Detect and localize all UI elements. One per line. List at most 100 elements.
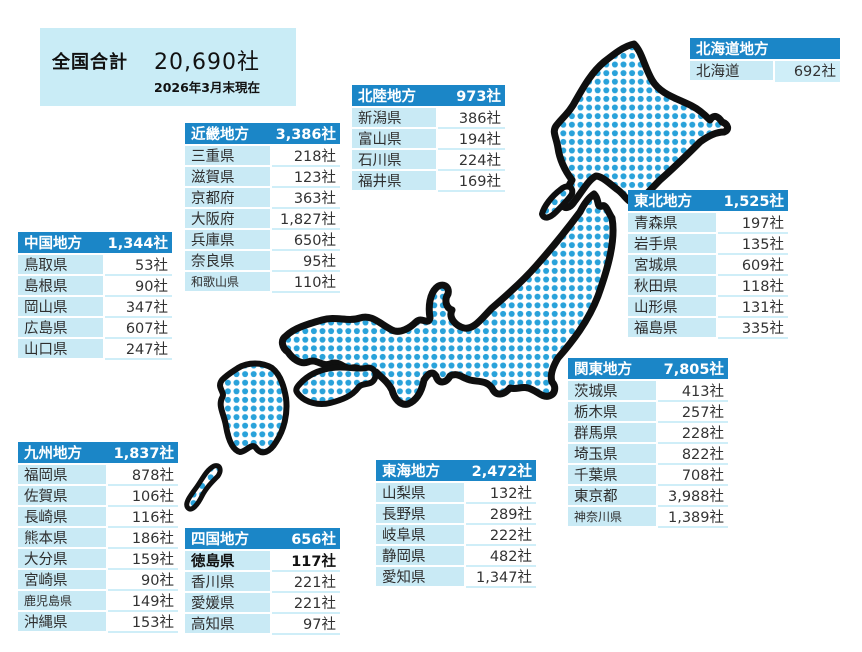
table-row: 三重県 218社 [185, 146, 340, 165]
region-total: 973社 [456, 89, 501, 105]
table-row: 熊本県 186社 [18, 528, 178, 547]
japan-map [170, 25, 755, 535]
prefecture-count: 482社 [466, 546, 536, 565]
table-row: 青森県 197社 [628, 213, 788, 232]
table-row: 神奈川県 1,389社 [568, 507, 728, 526]
prefecture-count: 110社 [272, 272, 340, 291]
table-row: 奈良県 95社 [185, 251, 340, 270]
prefecture-count: 822社 [658, 444, 728, 463]
prefecture-name: 愛知県 [376, 567, 464, 586]
table-row: 岩手県 135社 [628, 234, 788, 253]
table-row: 千葉県 708社 [568, 465, 728, 484]
prefecture-count: 90社 [108, 570, 178, 589]
prefecture-count: 1,389社 [658, 507, 728, 526]
table-row: 和歌山県 110社 [185, 272, 340, 291]
prefecture-count: 692社 [774, 61, 840, 80]
prefecture-count: 3,988社 [658, 486, 728, 505]
table-row: 長崎県 116社 [18, 507, 178, 526]
region-table-tohoku: 東北地方 1,525社 青森県 197社 岩手県 135社 宮城県 609社 秋田県 1… [628, 190, 788, 339]
region-total: 656社 [291, 532, 336, 548]
prefecture-name: 秋田県 [628, 276, 716, 295]
prefecture-count: 413社 [658, 381, 728, 400]
prefecture-count: 169社 [438, 171, 505, 190]
prefecture-count: 222社 [466, 525, 536, 544]
table-row: 愛媛県 221社 [185, 593, 340, 612]
prefecture-count: 1,827社 [272, 209, 340, 228]
prefecture-count: 106社 [108, 486, 178, 505]
prefecture-name: 長野県 [376, 504, 464, 523]
region-header: 九州地方 1,837社 [18, 442, 178, 463]
table-row: 京都府 363社 [185, 188, 340, 207]
table-row: 沖縄県 153社 [18, 612, 178, 631]
table-row: 静岡県 482社 [376, 546, 536, 565]
prefecture-count: 197社 [718, 213, 788, 232]
prefecture-name: 愛媛県 [185, 593, 271, 612]
prefecture-name: 和歌山県 [185, 272, 271, 291]
table-row: 石川県 224社 [352, 150, 505, 169]
prefecture-name: 山口県 [18, 339, 103, 358]
prefecture-name: 徳島県 [185, 551, 271, 570]
table-row: 佐賀県 106社 [18, 486, 178, 505]
island-hokkaido [550, 40, 732, 212]
table-row: 岡山県 347社 [18, 297, 172, 316]
prefecture-count: 135社 [718, 234, 788, 253]
table-row: 滋賀県 123社 [185, 167, 340, 186]
prefecture-count: 221社 [272, 572, 340, 591]
table-row: 鳥取県 53社 [18, 255, 172, 274]
table-row: 高知県 97社 [185, 614, 340, 633]
table-row: 福島県 335社 [628, 318, 788, 337]
prefecture-name: 宮崎県 [18, 570, 106, 589]
table-row: 愛知県 1,347社 [376, 567, 536, 586]
prefecture-name: 高知県 [185, 614, 271, 633]
region-name: 関東地方 [574, 362, 632, 378]
region-table-hokkaido: 北海道地方 北海道 692社 [690, 38, 840, 82]
prefecture-name: 山梨県 [376, 483, 464, 502]
national-total-label: 全国合計 [52, 52, 128, 73]
region-total: 2,472社 [471, 464, 532, 480]
prefecture-count: 97社 [272, 614, 340, 633]
region-total: 3,386社 [275, 127, 336, 143]
prefecture-count: 123社 [272, 167, 340, 186]
prefecture-count: 289社 [466, 504, 536, 523]
prefecture-name: 神奈川県 [568, 507, 656, 526]
region-table-chugoku: 中国地方 1,344社 鳥取県 53社 島根県 90社 岡山県 347社 広島県 607… [18, 232, 172, 360]
prefecture-name: 茨城県 [568, 381, 656, 400]
prefecture-count: 363社 [272, 188, 340, 207]
table-row: 長野県 289社 [376, 504, 536, 523]
prefecture-name: 滋賀県 [185, 167, 271, 186]
prefecture-name: 石川県 [352, 150, 437, 169]
prefecture-name: 宮城県 [628, 255, 716, 274]
region-table-hokuriku: 北陸地方 973社 新潟県 386社 富山県 194社 石川県 224社 福井県 169… [352, 85, 505, 192]
prefecture-name: 群馬県 [568, 423, 656, 442]
prefecture-count: 149社 [108, 591, 178, 610]
table-row: 群馬県 228社 [568, 423, 728, 442]
prefecture-name: 埼玉県 [568, 444, 656, 463]
region-header: 北陸地方 973社 [352, 85, 505, 106]
national-total-date: 2026年3月末現在 [154, 80, 260, 95]
region-table-shikoku: 四国地方 656社 徳島県 117社 香川県 221社 愛媛県 221社 高知県 97社 [185, 528, 340, 635]
table-row: 山梨県 132社 [376, 483, 536, 502]
region-header: 近畿地方 3,386社 [185, 123, 340, 144]
prefecture-name: 鹿児島県 [18, 591, 106, 610]
prefecture-name: 栃木県 [568, 402, 656, 421]
prefecture-count: 194社 [438, 129, 505, 148]
prefecture-count: 218社 [272, 146, 340, 165]
table-row: 福岡県 878社 [18, 465, 178, 484]
prefecture-name: 広島県 [18, 318, 103, 337]
region-total: 7,805社 [663, 362, 724, 378]
prefecture-name: 岐阜県 [376, 525, 464, 544]
table-row: 徳島県 117社 [185, 551, 340, 570]
prefecture-name: 青森県 [628, 213, 716, 232]
prefecture-name: 佐賀県 [18, 486, 106, 505]
table-row: 広島県 607社 [18, 318, 172, 337]
prefecture-count: 118社 [718, 276, 788, 295]
prefecture-count: 186社 [108, 528, 178, 547]
region-total: 1,837社 [113, 446, 174, 462]
region-name: 北陸地方 [358, 89, 416, 105]
prefecture-count: 609社 [718, 255, 788, 274]
table-row: 兵庫県 650社 [185, 230, 340, 249]
prefecture-name: 沖縄県 [18, 612, 106, 631]
table-row: 島根県 90社 [18, 276, 172, 295]
island-okinawa [184, 463, 223, 512]
prefecture-name: 静岡県 [376, 546, 464, 565]
